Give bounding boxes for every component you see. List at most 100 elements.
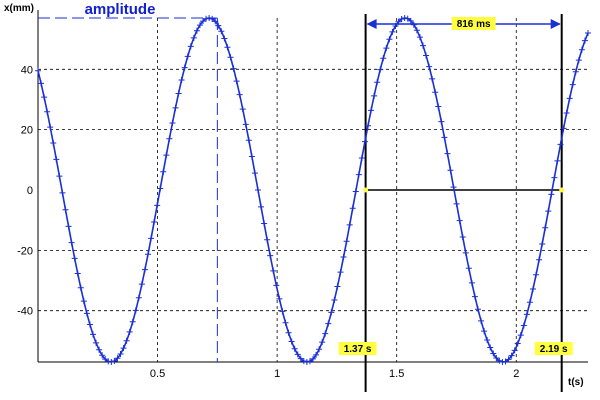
data-point bbox=[517, 332, 524, 339]
data-point bbox=[410, 21, 417, 28]
data-point bbox=[209, 15, 216, 22]
data-point bbox=[581, 37, 588, 44]
y-axis-label: x(mm) bbox=[4, 3, 34, 14]
data-point bbox=[407, 17, 414, 24]
data-point bbox=[383, 45, 390, 52]
data-point bbox=[172, 104, 179, 111]
data-point bbox=[316, 346, 323, 353]
data-point bbox=[196, 22, 203, 29]
series-curve bbox=[35, 15, 591, 365]
data-point bbox=[102, 356, 109, 363]
x-tick-label: 0.5 bbox=[150, 368, 165, 380]
data-point bbox=[224, 44, 231, 51]
data-point bbox=[478, 317, 485, 324]
data-point bbox=[447, 167, 454, 174]
data-point bbox=[450, 184, 457, 191]
y-tick-label: -40 bbox=[17, 306, 33, 318]
data-point bbox=[169, 119, 176, 126]
data-point bbox=[187, 43, 194, 50]
data-point bbox=[50, 140, 57, 147]
data-point bbox=[575, 57, 582, 64]
data-point bbox=[413, 27, 420, 34]
period-arrow-head-left bbox=[366, 19, 377, 29]
data-point bbox=[190, 34, 197, 41]
data-point bbox=[545, 208, 552, 215]
data-point bbox=[148, 235, 155, 242]
data-point bbox=[511, 347, 518, 354]
data-point bbox=[163, 152, 170, 159]
data-point bbox=[444, 150, 451, 157]
data-point bbox=[218, 28, 225, 35]
data-point bbox=[392, 23, 399, 30]
data-point bbox=[71, 255, 78, 262]
zero-crossing-dot bbox=[559, 187, 565, 193]
data-point bbox=[465, 265, 472, 272]
data-point bbox=[502, 358, 509, 365]
data-point bbox=[319, 339, 326, 346]
data-point bbox=[377, 66, 384, 73]
time-marker-label: 2.19 s bbox=[540, 344, 568, 355]
data-point bbox=[236, 91, 243, 98]
data-point bbox=[585, 30, 591, 37]
data-point bbox=[508, 352, 515, 359]
y-tick-label: 40 bbox=[21, 64, 33, 76]
data-point bbox=[374, 79, 381, 86]
data-point bbox=[117, 350, 124, 357]
data-point bbox=[468, 279, 475, 286]
data-point bbox=[578, 46, 585, 53]
data-point bbox=[245, 137, 252, 144]
data-point bbox=[80, 298, 87, 305]
data-point bbox=[300, 358, 307, 365]
data-point bbox=[227, 54, 234, 61]
data-point bbox=[181, 64, 188, 71]
data-point bbox=[264, 236, 271, 243]
x-tick-label: 2 bbox=[513, 368, 519, 380]
data-point bbox=[114, 355, 121, 362]
data-point bbox=[129, 318, 136, 325]
data-point bbox=[352, 188, 359, 195]
data-point bbox=[481, 328, 488, 335]
data-point bbox=[389, 28, 396, 35]
data-point bbox=[438, 118, 445, 125]
data-point bbox=[310, 355, 316, 362]
data-point bbox=[233, 78, 240, 85]
data-point bbox=[453, 200, 460, 207]
x-tick-label: 1 bbox=[274, 368, 280, 380]
data-point bbox=[361, 138, 368, 145]
y-tick-label: -20 bbox=[17, 245, 33, 257]
data-point bbox=[279, 308, 286, 315]
data-point bbox=[496, 357, 503, 364]
data-point bbox=[230, 65, 237, 72]
data-point bbox=[331, 296, 338, 303]
data-point bbox=[65, 223, 72, 230]
data-point bbox=[297, 355, 304, 362]
data-point bbox=[572, 68, 579, 75]
data-point bbox=[132, 307, 139, 314]
data-point bbox=[203, 15, 210, 22]
data-point bbox=[111, 357, 118, 364]
data-point bbox=[487, 344, 494, 351]
data-point bbox=[346, 221, 353, 228]
time-marker-box bbox=[534, 342, 573, 355]
data-point bbox=[242, 121, 249, 128]
data-point bbox=[120, 345, 127, 352]
data-point bbox=[248, 153, 255, 160]
data-point bbox=[178, 77, 185, 84]
x-axis-label: t(s) bbox=[568, 377, 584, 388]
data-point bbox=[212, 18, 219, 25]
data-point bbox=[62, 206, 69, 213]
data-point bbox=[358, 154, 365, 161]
data-point bbox=[157, 185, 164, 192]
data-point bbox=[270, 267, 277, 274]
data-point bbox=[456, 217, 463, 224]
data-point bbox=[108, 358, 115, 365]
data-point bbox=[41, 94, 48, 101]
data-point bbox=[404, 15, 411, 22]
data-point bbox=[267, 252, 274, 259]
data-point bbox=[420, 42, 426, 49]
data-point bbox=[416, 34, 423, 41]
data-point bbox=[432, 89, 439, 96]
data-point bbox=[255, 187, 261, 193]
